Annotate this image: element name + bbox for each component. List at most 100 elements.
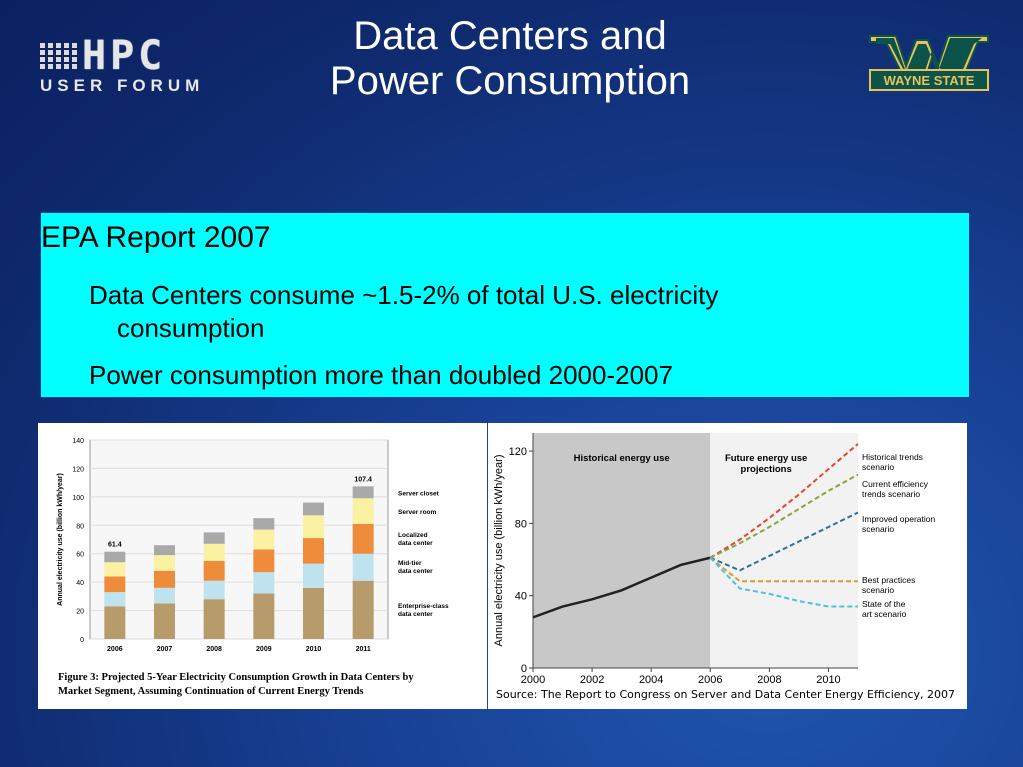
y-axis-label: Annual electricity use (billion kWh/year… <box>493 455 505 647</box>
x-tick-label: 2006 <box>698 674 722 685</box>
bar-segment <box>203 532 225 544</box>
y-tick-label: 80 <box>76 523 84 530</box>
legend-label: Mid-tier data center <box>398 560 433 575</box>
chart-source: Source: The Report to Congress on Server… <box>496 688 956 701</box>
x-tick-label: 2000 <box>521 674 545 685</box>
plot-area <box>89 439 389 640</box>
bar-segment <box>154 570 175 588</box>
bar-segment <box>253 549 275 573</box>
y-tick-label: 0 <box>521 663 527 675</box>
data-label: 61.4 <box>108 542 122 549</box>
bar-segment <box>154 603 175 639</box>
x-tick-label: 2009 <box>256 646 272 653</box>
scenario-label: Historical trends scenario <box>862 452 923 472</box>
caption-line-2: Market Segment, Assuming Continuation of… <box>58 686 364 697</box>
x-tick-label: 2011 <box>356 646 371 653</box>
y-tick-label: 60 <box>76 552 84 559</box>
future-label-2: projections <box>741 464 792 475</box>
data-label: 107.4 <box>354 476 372 483</box>
bar-segment <box>352 498 374 524</box>
y-tick-label: 120 <box>509 446 527 458</box>
bar-segment <box>253 593 275 639</box>
y-tick-label: 0 <box>80 637 84 644</box>
bullet-1-line-2: consumption <box>117 313 265 343</box>
bullet-2: Power consumption more than doubled 2000… <box>89 360 673 390</box>
y-tick-label: 120 <box>72 466 84 473</box>
bar-segment <box>303 515 324 539</box>
bar-segment <box>303 587 324 639</box>
bar-segment <box>352 523 374 554</box>
scenario-label: Best practices scenario <box>862 575 915 595</box>
wayne-state-logo: WAYNE STATE <box>869 35 989 91</box>
scenario-line <box>709 473 859 559</box>
bar-segment <box>253 518 275 530</box>
bar-segment <box>303 563 324 588</box>
scenario-line <box>709 511 859 572</box>
title-line-1: Data Centers and <box>353 14 667 58</box>
bar-segment <box>253 572 275 594</box>
bar-segment <box>203 560 225 581</box>
slide-title: Data Centers and Power Consumption <box>280 14 740 104</box>
bar-segment <box>104 606 126 639</box>
scenario-label: Improved operation scenario <box>862 514 936 534</box>
legend-label: Server room <box>398 509 437 516</box>
bar-segment <box>303 538 324 564</box>
x-tick-label: 2004 <box>639 674 663 685</box>
y-tick-label: 140 <box>72 438 84 445</box>
bar-segment <box>104 592 126 607</box>
bar-segment <box>203 543 225 561</box>
stacked-bar-chart-panel: 0 20 40 60 80 100 120 140 Annual electricity use… <box>38 423 487 709</box>
bar-segment <box>104 562 126 577</box>
x-tick-label: 2008 <box>757 674 781 685</box>
dot-grid-icon <box>40 43 78 69</box>
scenario-line <box>709 443 859 559</box>
x-tick-label: 2010 <box>306 646 322 653</box>
legend-label: Localized data center <box>398 532 433 547</box>
scenario-label: State of the art scenario <box>862 599 907 619</box>
future-region <box>710 433 858 668</box>
hpc-user-forum-logo: HPC USER FORUM <box>40 33 235 98</box>
line-chart-panel: Historical energy use Future energy use pr… <box>488 423 967 709</box>
historical-label: Historical energy use <box>574 453 670 464</box>
line-chart: Historical energy use Future energy usepr… <box>493 433 936 686</box>
wayne-state-text: WAYNE STATE <box>884 73 975 88</box>
bar-segment <box>104 551 126 563</box>
logo-main-text: HPC <box>82 33 167 79</box>
historical-region <box>533 433 711 668</box>
x-tick-label: 2006 <box>107 646 123 653</box>
stacked-bar-chart: 0 20 40 60 80 100 120 140 Annual electricity use… <box>57 438 449 653</box>
scenario-line <box>709 557 858 608</box>
content-heading: EPA Report 2007 <box>41 221 271 254</box>
y-tick-label: 20 <box>76 609 84 616</box>
content-box: EPA Report 2007 Data Centers consume ~1.… <box>40 212 970 398</box>
legend-label: Server closet <box>398 490 440 497</box>
bar-segment <box>352 580 374 639</box>
bar-segment <box>104 576 126 593</box>
bar-segment <box>253 529 275 550</box>
scenario-label: Current efficiency trends scenario <box>862 479 929 499</box>
y-tick-label: 40 <box>76 580 84 587</box>
x-tick-label: 2002 <box>580 674 604 685</box>
bar-segment <box>303 502 324 516</box>
y-axis-label: Annual electricity use (billion kWh/year… <box>57 473 64 606</box>
bar-segment <box>154 587 175 604</box>
logo-sub-text: USER FORUM <box>40 76 205 95</box>
y-tick-label: 40 <box>515 591 527 603</box>
future-label-1: Future energy use <box>725 453 807 464</box>
historical-line <box>532 556 711 619</box>
bar-segment <box>154 545 175 556</box>
x-tick-label: 2008 <box>206 646 222 653</box>
bullet-1-line-1: Data Centers consume ~1.5-2% of total U.… <box>89 280 719 310</box>
y-tick-label: 100 <box>72 495 84 502</box>
figure-caption: Figure 3: Projected 5-Year Electricity C… <box>58 671 483 699</box>
scenario-line <box>709 556 858 583</box>
x-tick-label: 2010 <box>816 674 840 685</box>
title-line-2: Power Consumption <box>329 59 691 103</box>
bar-segment <box>203 580 225 600</box>
bullet-1: Data Centers consume ~1.5-2% of total U.… <box>89 279 909 345</box>
bar-segment <box>203 599 225 639</box>
bar-segment <box>352 486 374 499</box>
bar-segment <box>352 553 374 581</box>
legend-label: Enterprise-class data center <box>398 603 449 618</box>
y-tick-label: 80 <box>515 518 527 530</box>
